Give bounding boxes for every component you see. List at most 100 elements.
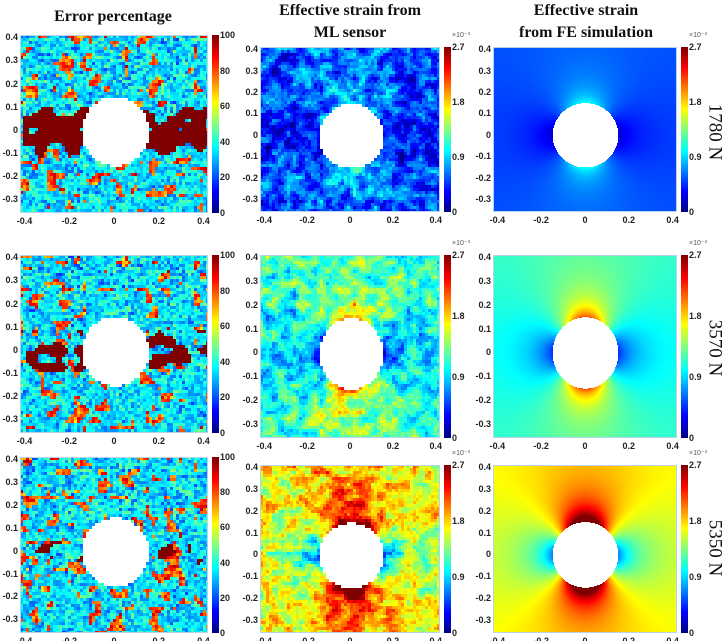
y-tick-label: 0.3 (478, 276, 491, 287)
y-tick-label: 0.2 (5, 298, 18, 309)
y-tick-label: 0.4 (478, 44, 491, 55)
y-tick-label: 0 (485, 129, 491, 140)
x-tick-label: 0.2 (386, 215, 400, 225)
x-tick-label: 0 (347, 441, 353, 451)
y-tick-label: -0.2 (475, 394, 491, 405)
colorbar-tick-label: 60 (220, 101, 231, 112)
y-tick-label: 0.1 (478, 108, 491, 119)
x-tick-label: 0.2 (622, 636, 636, 641)
y-tick-label: -0.1 (242, 571, 258, 582)
y-tick-label: -0.1 (475, 151, 491, 162)
y-tick-label: -0.3 (2, 414, 18, 425)
y-tick-label: 0.3 (5, 477, 18, 488)
y-tick-label: 0.1 (478, 527, 491, 538)
colorbar-tick-label: 0 (220, 428, 226, 438)
row-label-5350: 5350 N (704, 519, 725, 577)
colorbar-tick-label: 2.7 (689, 250, 702, 260)
colorbar-tick-label: 60 (220, 522, 231, 533)
colorbar-tick-label: 0.9 (689, 572, 702, 582)
colorbar-tick-label: 2.7 (452, 460, 465, 470)
colorbar-tick-label: 60 (220, 321, 231, 332)
colorbar-tick-label: 0.9 (452, 152, 465, 162)
colorbar-tick-label: 100 (220, 250, 236, 260)
colorbar-tick-label: 1.8 (689, 516, 702, 526)
y-tick-label: 0.1 (5, 522, 18, 533)
colorbar-tick-label: 1.8 (452, 311, 465, 321)
colorbar-tick-label: 2.7 (689, 42, 702, 52)
x-tick-label: 0 (111, 216, 117, 226)
y-tick-label: -0.1 (2, 568, 18, 579)
fe-strain-map-1780n (493, 47, 677, 212)
y-tick-label: -0.2 (2, 171, 18, 181)
y-tick-label: 0.1 (245, 527, 258, 538)
y-tick-label: 0.2 (478, 505, 491, 516)
colorbar (444, 47, 451, 212)
y-tick-label: 0.1 (245, 108, 258, 119)
y-tick-label: -0.3 (242, 194, 258, 205)
x-tick-label: -0.4 (256, 215, 273, 225)
colorbar (681, 47, 688, 212)
row-label-1780: 1780 N (704, 103, 725, 161)
column-title-fe-simulation: Effective strain from FE simulation (519, 2, 653, 41)
y-tick-label: -0.2 (2, 591, 18, 602)
colorbar-tick-label: 100 (220, 452, 236, 462)
y-tick-label: 0.4 (5, 252, 18, 263)
y-tick-label: 0.1 (5, 321, 18, 332)
colorbar (212, 35, 219, 213)
y-tick-label: 0.4 (478, 462, 491, 473)
x-tick-label: -0.4 (489, 215, 506, 225)
colorbar-tick-label: 0.9 (689, 152, 702, 162)
column-title-ml-sensor: Effective strain from ML sensor (279, 2, 421, 41)
y-tick-label: -0.1 (2, 367, 18, 378)
x-tick-label: 0.4 (197, 216, 210, 226)
y-tick-label: -0.3 (2, 614, 18, 625)
colorbar-tick-label: 0 (452, 207, 458, 217)
colorbar-tick-label: 0 (452, 433, 458, 443)
y-tick-label: -0.3 (475, 418, 491, 429)
x-tick-label: 0.2 (622, 215, 636, 225)
x-tick-label: 0.2 (386, 441, 400, 451)
colorbar (444, 465, 451, 633)
colorbar-tick-label: 0.9 (689, 372, 702, 382)
colorbar-tick-label: 20 (220, 592, 231, 603)
x-tick-label: -0.4 (16, 636, 33, 641)
x-tick-label: -0.4 (16, 436, 33, 446)
x-tick-label: 0.4 (429, 441, 442, 451)
colorbar-tick-label: 0 (689, 207, 695, 217)
x-tick-label: 0.2 (386, 636, 400, 641)
y-tick-label: 0 (12, 344, 18, 355)
y-tick-label: -0.2 (475, 172, 491, 183)
y-tick-label: 0.3 (478, 65, 491, 76)
x-tick-label: 0 (111, 436, 117, 446)
x-tick-label: 0.2 (152, 216, 166, 226)
x-tick-label: 0 (582, 441, 588, 451)
x-tick-label: 0.4 (666, 441, 679, 451)
y-tick-label: -0.3 (242, 418, 258, 429)
x-tick-label: -0.2 (533, 215, 549, 225)
y-tick-label: -0.2 (475, 593, 491, 604)
y-tick-label: 0.1 (478, 323, 491, 334)
y-tick-label: 0 (12, 124, 18, 135)
fe-strain-map-3570n (493, 255, 677, 438)
y-tick-label: -0.3 (2, 194, 18, 205)
y-tick-label: 0.1 (245, 323, 258, 334)
x-tick-label: -0.2 (61, 436, 77, 446)
x-tick-label: -0.2 (299, 215, 315, 225)
y-tick-label: -0.2 (242, 394, 258, 405)
y-tick-label: 0.4 (478, 252, 491, 263)
colorbar-tick-label: 80 (220, 285, 231, 296)
x-tick-label: 0 (347, 215, 353, 225)
x-tick-label: 0.4 (666, 636, 679, 641)
x-tick-label: -0.4 (256, 636, 273, 641)
colorbar-tick-label: 1.8 (452, 97, 465, 107)
y-tick-label: 0.4 (245, 252, 258, 263)
x-tick-label: 0.2 (152, 636, 166, 641)
y-tick-label: 0.2 (245, 299, 258, 310)
y-tick-label: 0.4 (245, 44, 258, 55)
x-tick-label: 0 (111, 636, 117, 641)
colorbar-exponent-label: ×10⁻³ (689, 450, 707, 457)
y-tick-label: 0.2 (478, 299, 491, 310)
column-title-error: Error percentage (54, 8, 172, 25)
colorbar-tick-label: 2.7 (689, 460, 702, 470)
